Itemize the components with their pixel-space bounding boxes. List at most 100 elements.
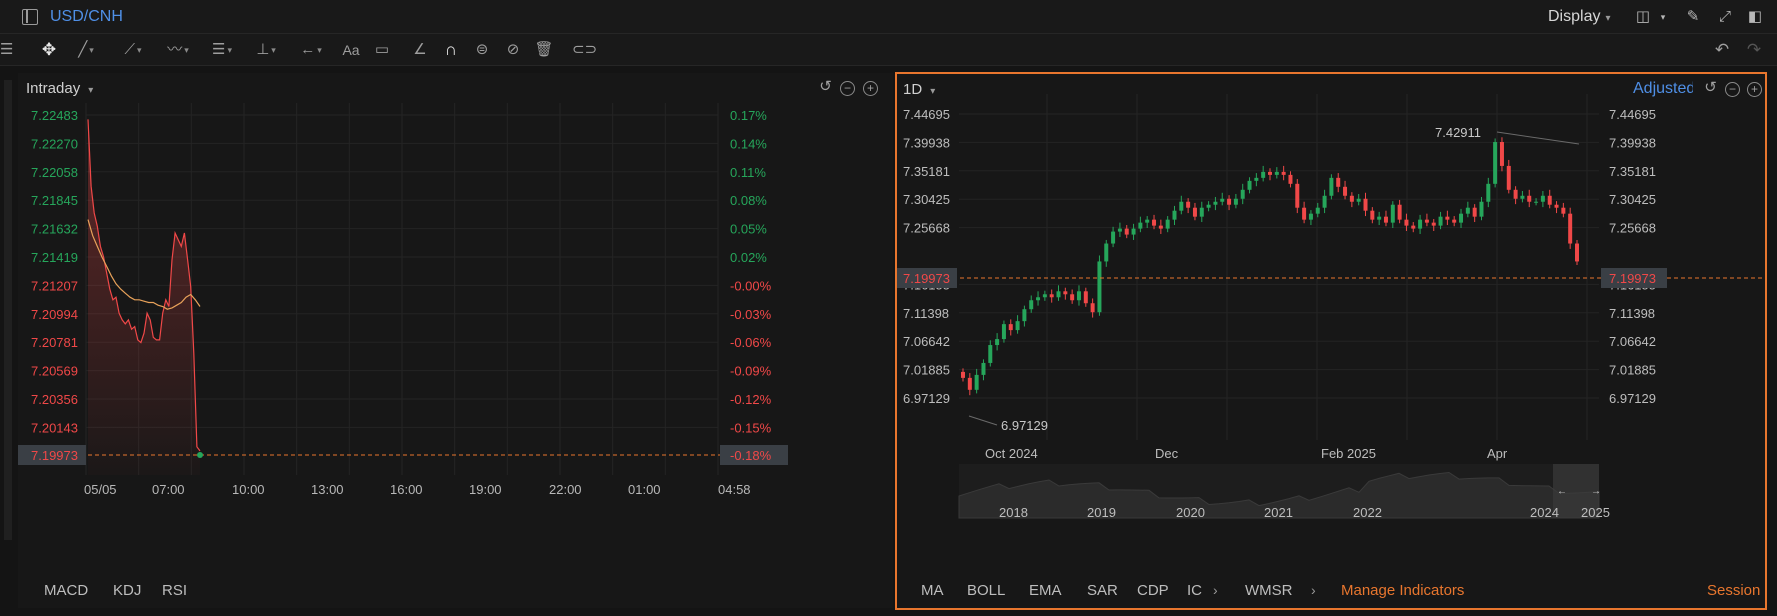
fullscreen-icon[interactable]: ⤢ (1718, 8, 1731, 25)
candle-body (1192, 207, 1197, 217)
reset-icon[interactable]: ↺ (1704, 79, 1717, 96)
y-tick-label: 7.39938 (903, 135, 950, 150)
zoom-in-icon[interactable]: + (1747, 82, 1762, 97)
intraday-chart[interactable]: 7.22483 0.17% 7.22270 0.14% 7.22058 0.11% 7.21… (18, 103, 893, 563)
y-tick-label: 7.20569 (31, 364, 78, 379)
zoom-out-icon[interactable]: − (1725, 82, 1740, 97)
note-icon[interactable]: ▭ (374, 41, 390, 58)
magnet-icon[interactable]: ∩ (444, 40, 458, 59)
indicator-wmsr[interactable]: WMSR (1245, 582, 1293, 599)
trash-icon[interactable]: 🗑 (534, 41, 554, 58)
app-header: USD/CNH Display ▾ ◫ ▾ ✎ ⤢ ◧ (0, 0, 1777, 34)
redo-icon[interactable]: ↷ (1746, 40, 1762, 59)
average-line (87, 219, 201, 310)
eye-icon[interactable]: ⊜ (475, 41, 489, 58)
candlestick-chart[interactable]: 7.44695 7.44695 7.39938 7.39938 7.35181 7.351… (897, 94, 1765, 564)
candle-body (1356, 198, 1361, 202)
pencil-icon[interactable]: ✎ (1686, 8, 1700, 25)
symbol-title[interactable]: USD/CNH (50, 8, 123, 25)
candle-body (1233, 198, 1238, 205)
link-icon[interactable]: ⊂⊃ (572, 41, 598, 58)
undo-icon[interactable]: ↶ (1714, 40, 1730, 59)
daily-panel: 1D ▾ Adjusted ↺ − + 7.44695 7.44695 7.39938… (895, 72, 1767, 610)
hide-icon[interactable]: ⊘ (506, 41, 520, 58)
panel-toggle-icon[interactable] (22, 9, 38, 25)
indicator-ic[interactable]: IC (1187, 582, 1202, 599)
indicator-macd[interactable]: MACD (44, 582, 89, 599)
arrow-tool-icon[interactable]: ← ▾ (300, 41, 322, 58)
adjusted-button[interactable]: Adjusted (1633, 80, 1693, 97)
candle-body (1029, 300, 1034, 310)
candle-body (1097, 261, 1102, 313)
overview-year-label: 2021 (1264, 505, 1293, 520)
indicator-cdp[interactable]: CDP (1137, 582, 1169, 599)
candle-body (1145, 219, 1150, 223)
indicator-ma[interactable]: MA (921, 582, 944, 599)
eraser-icon[interactable]: ∠ (413, 41, 427, 58)
y-tick-label: 6.97129 (903, 391, 950, 406)
side-scrollbar[interactable] (4, 80, 12, 540)
move-icon[interactable]: ✥ (41, 40, 57, 59)
current-price-label-right: 7.19973 (1609, 271, 1656, 286)
indicator-ema[interactable]: EMA (1029, 582, 1062, 599)
x-tick-label: 01:00 (628, 482, 661, 497)
manage-indicators-button[interactable]: Manage Indicators (1341, 582, 1465, 599)
candle-body (1370, 210, 1375, 220)
left-indicator-bar: MACD KDJ RSI (18, 582, 893, 602)
reset-icon[interactable]: ↺ (819, 78, 832, 95)
candle-body (1261, 171, 1266, 178)
candle-body (1472, 207, 1477, 217)
measure-icon[interactable]: ⊥ ▾ (256, 41, 276, 58)
candle-body (1070, 294, 1075, 301)
y-tick-label: 7.11398 (903, 306, 949, 321)
line-tool-icon[interactable]: ╱ ▾ (78, 41, 94, 58)
pen-tool-icon[interactable]: ⟋ ▾ (124, 41, 142, 58)
candle-body (1459, 213, 1464, 223)
wave-tool-icon[interactable]: 〰 ▾ (167, 41, 189, 58)
period-label: 1D (903, 81, 923, 98)
zoom-in-icon[interactable]: + (863, 81, 878, 96)
fibonacci-icon[interactable]: ☰ ▾ (212, 41, 232, 58)
overview-handle-right: → (1591, 486, 1601, 497)
candle-body (1383, 216, 1388, 223)
candle-body (974, 374, 979, 390)
candle-body (1349, 195, 1354, 202)
chevron-right-icon[interactable]: › (1311, 582, 1316, 598)
last-price-dot (197, 452, 203, 458)
candle-body (1377, 216, 1382, 220)
candle-body (1568, 213, 1573, 244)
menu-icon[interactable]: ☰ (0, 41, 14, 58)
overview-year-label: 2025 (1581, 505, 1610, 520)
period-selector[interactable]: 1D ▾ (903, 81, 936, 98)
candle-body (1042, 294, 1047, 298)
y-tick-label: 7.39938 (1609, 135, 1656, 150)
sidebar-icon[interactable]: ◧ (1747, 8, 1763, 25)
indicator-sar[interactable]: SAR (1087, 582, 1118, 599)
y-tick-label: 7.21419 (31, 250, 78, 265)
chevron-down-icon[interactable]: ▾ (1660, 12, 1666, 22)
candle-body (1315, 207, 1320, 214)
display-menu-button[interactable]: Display ▾ (1548, 8, 1611, 25)
x-tick-label: Feb 2025 (1321, 446, 1376, 461)
y-tick-label-percent: -0.09% (730, 364, 772, 379)
overview-handle-left: ← (1557, 486, 1567, 497)
candle-body (1390, 204, 1395, 223)
indicator-kdj[interactable]: KDJ (113, 582, 142, 599)
chevron-right-icon[interactable]: › (1213, 582, 1218, 598)
indicator-boll[interactable]: BOLL (967, 582, 1006, 599)
period-selector[interactable]: Intraday ▾ (26, 80, 94, 97)
candle-body (1295, 183, 1300, 208)
candle-body (1520, 195, 1525, 199)
candle-body (1063, 291, 1068, 295)
zoom-out-icon[interactable]: − (840, 81, 855, 96)
layout-icon[interactable]: ◫ (1635, 8, 1651, 25)
indicator-rsi[interactable]: RSI (162, 582, 188, 599)
text-tool-icon[interactable]: Aa (342, 42, 360, 58)
candle-body (1561, 207, 1566, 214)
session-button[interactable]: Session (1707, 582, 1761, 599)
y-tick-label: 7.20781 (31, 335, 78, 350)
candle-body (1049, 294, 1054, 298)
candle-body (1117, 228, 1122, 232)
candle-body (1527, 195, 1532, 202)
price-line (87, 119, 201, 452)
